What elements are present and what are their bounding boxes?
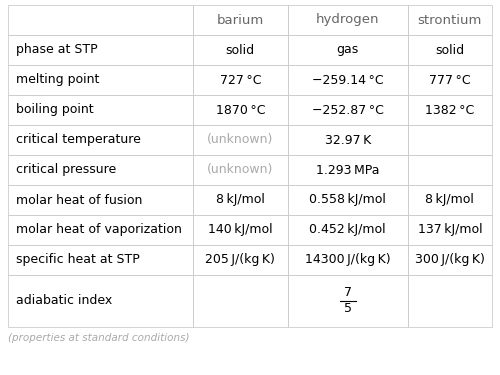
Text: critical temperature: critical temperature	[16, 134, 141, 147]
Bar	[288, 215, 408, 245]
Text: 8 kJ/mol: 8 kJ/mol	[216, 194, 265, 207]
Text: 0.452 kJ/mol: 0.452 kJ/mol	[310, 224, 386, 237]
Bar	[8, 5, 193, 35]
Bar	[8, 95, 193, 125]
Text: molar heat of vaporization: molar heat of vaporization	[16, 224, 182, 237]
Bar	[193, 275, 288, 327]
Text: 140 kJ/mol: 140 kJ/mol	[208, 224, 272, 237]
Bar	[288, 245, 408, 275]
Text: boiling point: boiling point	[16, 104, 94, 117]
Bar	[8, 155, 193, 185]
Bar	[8, 275, 193, 327]
Bar	[193, 95, 288, 125]
Text: 5: 5	[344, 303, 352, 315]
Text: specific heat at STP: specific heat at STP	[16, 254, 140, 267]
Bar	[193, 185, 288, 215]
Text: −252.87 °C: −252.87 °C	[312, 104, 384, 117]
Text: 777 °C: 777 °C	[429, 74, 470, 87]
Text: 0.558 kJ/mol: 0.558 kJ/mol	[310, 194, 386, 207]
Bar	[193, 245, 288, 275]
Text: 727 °C: 727 °C	[220, 74, 261, 87]
Bar	[193, 35, 288, 65]
Text: (unknown): (unknown)	[207, 134, 274, 147]
Bar	[288, 35, 408, 65]
Text: 8 kJ/mol: 8 kJ/mol	[426, 194, 474, 207]
Text: solid: solid	[226, 44, 255, 57]
Text: barium: barium	[216, 13, 264, 27]
Bar	[8, 125, 193, 155]
Bar	[193, 155, 288, 185]
Text: 7: 7	[344, 286, 352, 300]
Text: strontium: strontium	[418, 13, 482, 27]
Text: hydrogen: hydrogen	[316, 13, 380, 27]
Bar	[408, 95, 492, 125]
Text: (unknown): (unknown)	[207, 164, 274, 177]
Bar	[193, 215, 288, 245]
Bar	[8, 215, 193, 245]
Text: solid: solid	[436, 44, 464, 57]
Bar	[288, 65, 408, 95]
Bar	[193, 5, 288, 35]
Bar	[288, 275, 408, 327]
Bar	[288, 95, 408, 125]
Bar	[288, 185, 408, 215]
Bar	[408, 245, 492, 275]
Bar	[193, 125, 288, 155]
Text: melting point: melting point	[16, 74, 100, 87]
Text: 14300 J/(kg K): 14300 J/(kg K)	[305, 254, 390, 267]
Bar	[408, 215, 492, 245]
Bar	[408, 185, 492, 215]
Bar	[408, 275, 492, 327]
Bar	[193, 65, 288, 95]
Text: 300 J/(kg K): 300 J/(kg K)	[415, 254, 485, 267]
Text: molar heat of fusion: molar heat of fusion	[16, 194, 142, 207]
Text: 1382 °C: 1382 °C	[426, 104, 474, 117]
Bar	[408, 5, 492, 35]
Bar	[408, 155, 492, 185]
Bar	[408, 65, 492, 95]
Text: 1.293 MPa: 1.293 MPa	[316, 164, 380, 177]
Text: critical pressure: critical pressure	[16, 164, 116, 177]
Text: 32.97 K: 32.97 K	[324, 134, 371, 147]
Bar	[8, 245, 193, 275]
Text: 1870 °C: 1870 °C	[216, 104, 265, 117]
Text: −259.14 °C: −259.14 °C	[312, 74, 384, 87]
Bar	[288, 125, 408, 155]
Text: (properties at standard conditions): (properties at standard conditions)	[8, 333, 190, 343]
Text: 205 J/(kg K): 205 J/(kg K)	[206, 254, 276, 267]
Bar	[288, 155, 408, 185]
Bar	[8, 65, 193, 95]
Bar	[408, 35, 492, 65]
Bar	[8, 35, 193, 65]
Bar	[8, 185, 193, 215]
Text: gas: gas	[336, 44, 359, 57]
Bar	[408, 125, 492, 155]
Text: phase at STP: phase at STP	[16, 44, 98, 57]
Bar	[288, 5, 408, 35]
Text: adiabatic index: adiabatic index	[16, 294, 112, 307]
Text: 137 kJ/mol: 137 kJ/mol	[418, 224, 482, 237]
